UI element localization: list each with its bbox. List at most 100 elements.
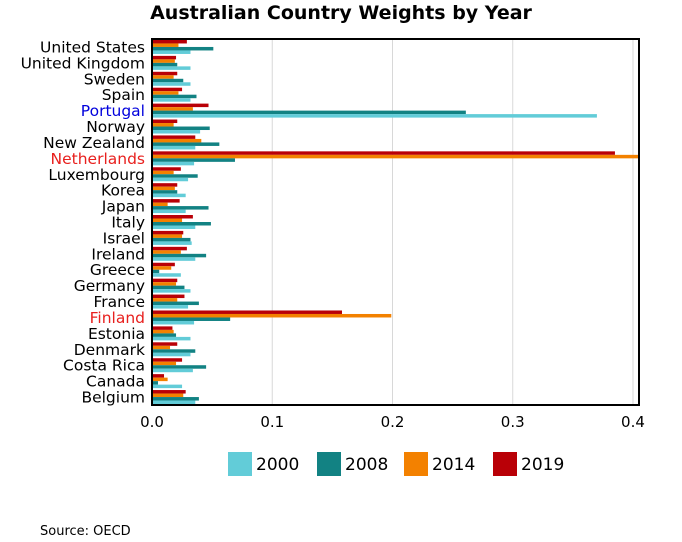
bar-norway-2008 — [152, 126, 210, 131]
category-label: Finland — [90, 309, 145, 327]
bar-ireland-2000 — [152, 257, 196, 261]
category-label: Netherlands — [51, 150, 145, 168]
category-label: Portugal — [81, 102, 145, 120]
category-label: Canada — [86, 373, 145, 391]
category-label: Estonia — [88, 325, 145, 343]
bar-finland-2000 — [152, 320, 195, 325]
bar-luxembourg-2008 — [152, 174, 198, 178]
category-label: Norway — [86, 118, 145, 136]
bar-germany-2000 — [152, 289, 191, 293]
bar-new-zealand-2014 — [152, 138, 202, 143]
bar-netherlands-2000 — [152, 161, 195, 166]
bar-greece-2000 — [152, 273, 181, 277]
bar-norway-2019 — [152, 119, 178, 124]
bar-belgium-2000 — [152, 400, 196, 405]
bar-denmark-2014 — [152, 345, 171, 350]
bar-france-2008 — [152, 301, 199, 306]
bar-canada-2000 — [152, 384, 183, 389]
bar-france-2000 — [152, 305, 189, 309]
bar-costa-rica-2014 — [152, 361, 177, 366]
bar-ireland-2008 — [152, 253, 207, 258]
bar-spain-2014 — [152, 91, 179, 95]
x-tick-label: 0.0 — [140, 413, 164, 431]
bar-france-2019 — [152, 294, 185, 299]
category-label: Luxembourg — [48, 166, 145, 184]
bar-costa-rica-2008 — [152, 365, 207, 369]
bar-japan-2014 — [152, 202, 168, 207]
bar-japan-2008 — [152, 206, 209, 210]
plot-frame — [151, 38, 640, 406]
category-label: United States — [40, 38, 145, 56]
bar-portugal-2008 — [152, 110, 466, 115]
bar-finland-2019 — [152, 310, 342, 314]
category-label: Greece — [90, 261, 145, 279]
bar-portugal-2019 — [152, 103, 209, 108]
x-tick-label: 0.1 — [260, 413, 284, 431]
bar-italy-2014 — [152, 218, 183, 222]
bar-israel-2014 — [152, 234, 183, 238]
bar-united-kingdom-2000 — [152, 66, 191, 70]
bar-norway-2014 — [152, 123, 174, 127]
bar-luxembourg-2019 — [152, 167, 181, 171]
bar-korea-2014 — [152, 186, 175, 191]
bar-spain-2008 — [152, 94, 197, 99]
category-label: France — [93, 293, 145, 311]
bar-germany-2014 — [152, 282, 177, 286]
category-label: Japan — [101, 198, 145, 216]
bar-estonia-2019 — [152, 326, 173, 330]
x-tick-label: 0.3 — [501, 413, 525, 431]
bar-united-states-2000 — [152, 50, 191, 54]
bar-united-states-2008 — [152, 46, 214, 51]
bar-belgium-2014 — [152, 393, 184, 398]
bar-korea-2019 — [152, 183, 178, 187]
bar-luxembourg-2014 — [152, 170, 174, 175]
legend-label: 2019 — [521, 455, 564, 475]
bar-israel-2008 — [152, 237, 191, 242]
bar-estonia-2014 — [152, 329, 174, 334]
bar-portugal-2014 — [152, 107, 193, 111]
category-label: Germany — [74, 277, 145, 295]
bar-germany-2019 — [152, 278, 178, 283]
bar-costa-rica-2019 — [152, 358, 183, 362]
bar-estonia-2000 — [152, 336, 191, 341]
bar-new-zealand-2019 — [152, 135, 196, 139]
bar-ireland-2019 — [152, 246, 187, 251]
bar-spain-2000 — [152, 98, 191, 102]
bar-united-states-2014 — [152, 43, 179, 47]
chart-title: Australian Country Weights by Year — [150, 2, 532, 24]
legend-swatch-2000 — [228, 452, 252, 476]
bar-united-kingdom-2008 — [152, 62, 178, 67]
legend-label: 2008 — [345, 455, 388, 475]
bar-sweden-2008 — [152, 78, 184, 83]
bar-finland-2008 — [152, 317, 231, 321]
legend-label: 2014 — [432, 455, 475, 475]
legend-swatch-2008 — [317, 452, 341, 476]
bars — [152, 39, 639, 405]
bar-new-zealand-2008 — [152, 142, 220, 146]
bar-japan-2000 — [152, 209, 186, 214]
category-label: New Zealand — [43, 134, 145, 152]
bar-united-kingdom-2014 — [152, 59, 175, 63]
bar-sweden-2019 — [152, 71, 178, 76]
bar-costa-rica-2000 — [152, 368, 193, 373]
source-note: Source: OECD — [40, 524, 131, 539]
bar-finland-2014 — [152, 313, 392, 318]
bar-sweden-2000 — [152, 82, 191, 86]
bar-united-states-2019 — [152, 39, 187, 44]
legend-label: 2000 — [256, 455, 299, 475]
bar-denmark-2000 — [152, 352, 191, 357]
category-label: United Kingdom — [21, 54, 145, 72]
bar-portugal-2000 — [152, 114, 597, 118]
category-label: Ireland — [91, 245, 145, 263]
legend-swatch-2014 — [404, 452, 428, 476]
category-label: Spain — [102, 86, 145, 104]
bar-denmark-2008 — [152, 349, 196, 353]
category-label: Denmark — [74, 341, 145, 359]
bar-luxembourg-2000 — [152, 177, 189, 182]
bar-israel-2019 — [152, 230, 184, 235]
bar-belgium-2019 — [152, 390, 186, 394]
bar-greece-2008 — [152, 269, 160, 274]
bar-belgium-2008 — [152, 397, 199, 401]
x-tick-label: 0.4 — [621, 413, 645, 431]
